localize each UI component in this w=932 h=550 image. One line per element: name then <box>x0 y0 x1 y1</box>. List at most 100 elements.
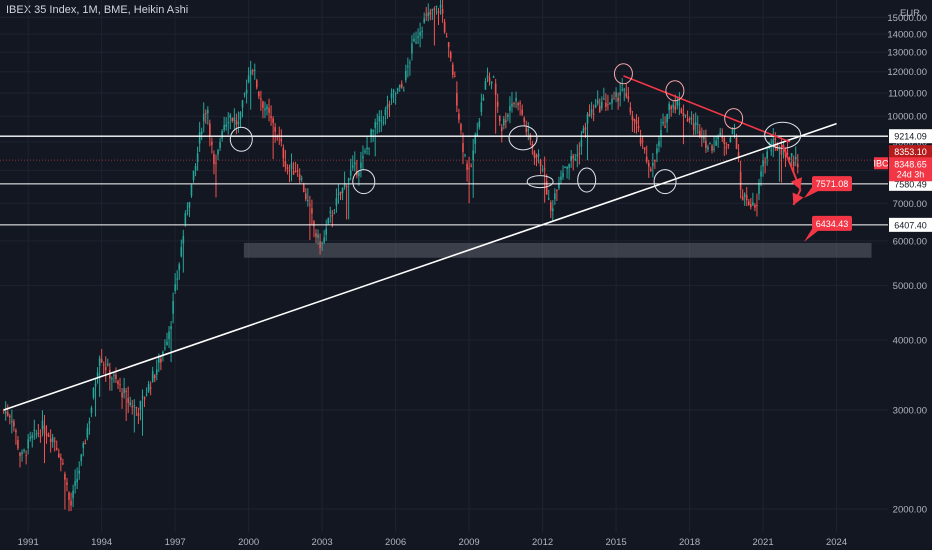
candle <box>100 359 103 363</box>
candle <box>390 93 393 99</box>
candle <box>698 130 701 137</box>
candle <box>703 136 705 140</box>
level-tag-value: 9214.09 <box>894 132 927 142</box>
candle <box>427 12 430 17</box>
candle <box>9 415 11 418</box>
candle <box>441 9 444 14</box>
candle <box>723 138 726 144</box>
uptrend-line[interactable] <box>3 122 837 411</box>
candle <box>433 8 436 10</box>
candle <box>466 163 468 170</box>
candle <box>274 127 276 133</box>
candle <box>231 118 234 122</box>
candle <box>307 199 309 201</box>
candle <box>262 101 264 108</box>
candle <box>756 205 758 207</box>
candle <box>500 127 503 132</box>
downtrend-line[interactable] <box>623 75 791 143</box>
candle <box>556 189 558 191</box>
candle <box>674 106 677 110</box>
candle <box>45 433 48 436</box>
candle <box>696 123 699 125</box>
candle <box>309 204 311 206</box>
candle <box>407 66 409 68</box>
price-axis[interactable] <box>888 0 932 550</box>
level-tag-value: 6407.40 <box>894 220 927 230</box>
candle <box>680 109 683 113</box>
candle <box>117 381 119 385</box>
candle <box>676 100 679 106</box>
candle <box>662 121 664 124</box>
candle <box>325 228 328 235</box>
candle <box>400 83 403 88</box>
candle <box>413 38 415 42</box>
candle <box>513 102 515 104</box>
candle <box>656 148 658 154</box>
candle <box>80 454 83 462</box>
candle <box>72 490 74 499</box>
candle <box>625 93 628 97</box>
target-label[interactable] <box>812 176 852 192</box>
candle <box>568 164 570 168</box>
candle <box>135 406 138 409</box>
candle <box>645 156 648 162</box>
candle <box>637 126 640 129</box>
candle <box>170 326 172 329</box>
candle <box>356 171 358 176</box>
candle <box>392 90 395 92</box>
candle <box>25 455 27 457</box>
candle <box>758 182 760 194</box>
candle <box>184 213 187 224</box>
candle <box>298 174 301 181</box>
y-tick-label: 5000.00 <box>893 281 927 292</box>
candle <box>786 153 789 155</box>
candle <box>331 215 334 217</box>
candle <box>21 452 23 455</box>
level-tag[interactable] <box>889 129 932 144</box>
candle <box>323 237 325 243</box>
candle <box>760 171 762 177</box>
level-tag[interactable] <box>889 217 932 232</box>
candle <box>629 107 632 113</box>
candle <box>360 162 362 169</box>
candle <box>113 374 115 376</box>
target-label[interactable] <box>812 215 852 231</box>
candle <box>431 9 434 11</box>
candle <box>43 425 46 434</box>
candle <box>507 114 509 117</box>
candle <box>423 18 425 23</box>
candle <box>153 375 156 379</box>
candle <box>590 109 593 114</box>
candle <box>137 412 140 416</box>
candle <box>670 106 673 110</box>
candle <box>139 400 142 410</box>
candle <box>419 32 421 36</box>
candle <box>527 129 530 131</box>
candle <box>458 113 460 120</box>
candle <box>472 150 474 161</box>
candle <box>353 162 356 165</box>
candle <box>64 473 66 480</box>
candle <box>384 109 387 116</box>
candle <box>209 123 211 136</box>
candle <box>609 103 611 105</box>
candle <box>574 158 577 161</box>
candle <box>141 396 144 398</box>
candle <box>162 351 164 356</box>
candle <box>666 113 668 123</box>
candle <box>721 137 724 139</box>
candle <box>376 123 379 125</box>
target-pointer <box>804 187 818 199</box>
y-tick-label: 2000.00 <box>893 504 927 515</box>
candle <box>639 138 642 144</box>
candle <box>474 134 477 144</box>
candle <box>684 114 687 116</box>
candle <box>790 153 793 157</box>
candle <box>268 108 270 113</box>
highlight-circle <box>526 175 554 189</box>
candle <box>572 155 575 159</box>
candle <box>454 76 456 78</box>
candle <box>66 482 68 485</box>
candle <box>388 103 391 106</box>
